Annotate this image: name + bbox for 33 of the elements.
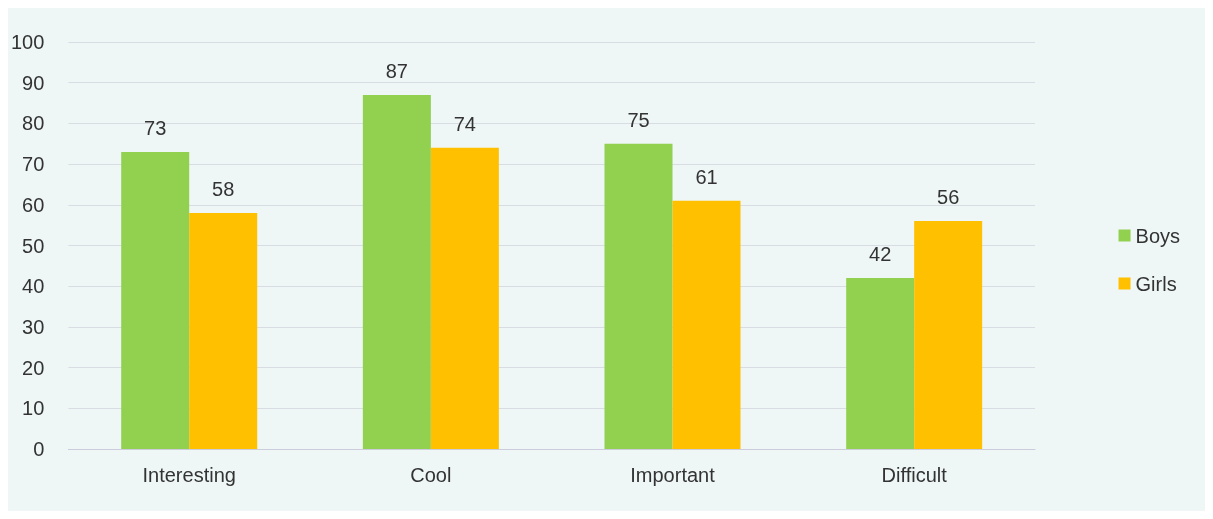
y-tick-label: 90 xyxy=(22,71,45,94)
y-tick-label: 0 xyxy=(33,438,45,460)
data-label: 75 xyxy=(627,108,650,131)
y-tick-label: 20 xyxy=(22,356,45,379)
data-label: 73 xyxy=(144,116,167,139)
bar xyxy=(189,212,258,449)
y-tick-label: 60 xyxy=(22,193,45,216)
y-tick-label: 40 xyxy=(22,275,45,298)
x-tick-label: Important xyxy=(630,464,716,486)
legend-label: Boys xyxy=(1135,224,1181,247)
bar xyxy=(604,143,673,449)
bar xyxy=(672,200,741,449)
data-label: 87 xyxy=(385,59,408,82)
bar xyxy=(362,94,431,449)
data-label: 61 xyxy=(695,165,718,188)
bar xyxy=(914,221,983,449)
x-tick-label: Interesting xyxy=(142,464,236,486)
x-tick-label: Difficult xyxy=(881,464,948,486)
y-tick-label: 10 xyxy=(22,397,45,420)
data-label: 56 xyxy=(937,186,960,209)
data-label: 42 xyxy=(869,243,892,266)
y-tick-label: 70 xyxy=(22,153,45,176)
y-tick-label: 100 xyxy=(10,31,45,53)
bar xyxy=(430,147,499,449)
y-tick-label: 50 xyxy=(22,234,45,257)
legend-label: Girls xyxy=(1135,272,1177,295)
bar xyxy=(846,278,915,449)
y-tick-label: 30 xyxy=(22,315,45,338)
y-tick-label: 80 xyxy=(22,112,45,135)
bar xyxy=(121,151,190,449)
data-label: 58 xyxy=(212,177,235,200)
data-label: 74 xyxy=(453,112,476,135)
x-tick-label: Cool xyxy=(410,464,452,486)
